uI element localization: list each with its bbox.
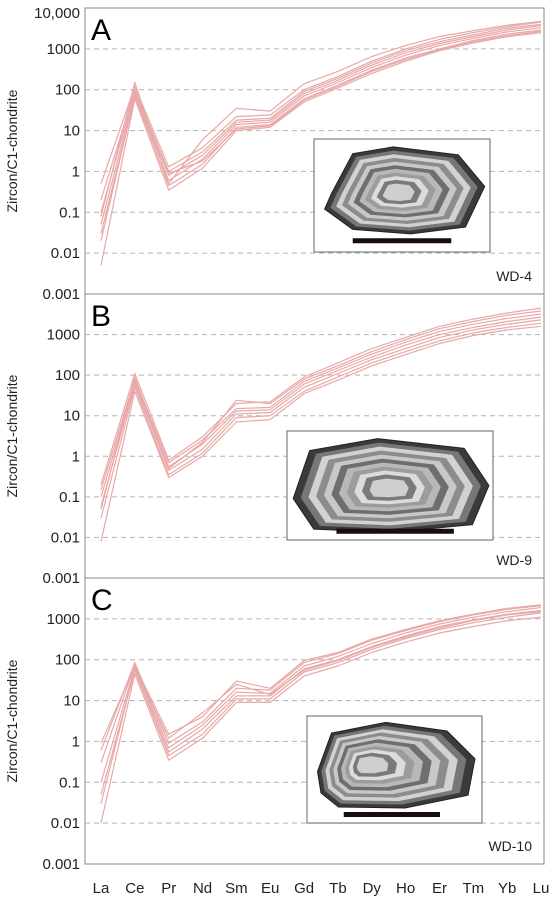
- x-axis-element-labels: La Ce Pr Nd Sm Eu Gd Tb Dy Ho Er Tm Yb Lu: [93, 880, 550, 897]
- panel-letter: B: [91, 300, 111, 333]
- y-tick-label: 0.1: [59, 489, 80, 506]
- y-tick-label: 10: [63, 693, 80, 710]
- x-tick-label: La: [93, 880, 110, 897]
- series-line-5: [100, 313, 542, 490]
- y-axis-label: Zircon/C1-chondrite: [4, 89, 20, 212]
- series-line-4: [100, 25, 542, 213]
- series-line-6: [100, 21, 542, 184]
- series-group: [100, 604, 542, 824]
- zircon-zone: [369, 478, 409, 498]
- y-axis-label: Zircon/C1-chondrite: [4, 374, 20, 497]
- x-tick-label: Pr: [161, 880, 176, 897]
- y-tick-label: 1000: [47, 41, 80, 58]
- x-tick-label: Lu: [533, 880, 550, 897]
- y-tick-label: 100: [55, 82, 80, 99]
- y-tick-label: 10,000: [34, 5, 80, 22]
- series-line-6: [100, 307, 542, 485]
- y-tick-label: 1000: [47, 327, 80, 344]
- x-tick-label: Dy: [363, 880, 382, 897]
- sample-label: WD-4: [496, 268, 532, 284]
- y-tick-label: 100: [55, 367, 80, 384]
- y-tick-label: 0.001: [42, 570, 80, 587]
- zircon-zone: [382, 183, 415, 201]
- y-axis-label: Zircon/C1-chondrite: [4, 659, 20, 782]
- y-tick-label: 100: [55, 652, 80, 669]
- x-tick-label: Ho: [396, 880, 415, 897]
- x-tick-label: Ce: [125, 880, 144, 897]
- y-tick-label: 10: [63, 123, 80, 140]
- y-tick-label: 1: [72, 733, 80, 750]
- series-group: [100, 307, 542, 542]
- series-line-2: [100, 322, 542, 519]
- series-line-5: [100, 23, 542, 201]
- y-tick-label: 0.01: [51, 245, 80, 262]
- zircon-cl-inset-image: [313, 138, 491, 253]
- chart-panel-b: 0.001 0.01 0.1 1 10 100 1000 Zircon/C1-chondrit…: [4, 293, 545, 587]
- x-tick-label: Sm: [225, 880, 248, 897]
- y-tick-label: 0.1: [59, 774, 80, 791]
- x-tick-label: Tm: [462, 880, 484, 897]
- series-group: [100, 20, 542, 266]
- y-tick-label: 1000: [47, 611, 80, 628]
- series-line-5: [100, 605, 542, 751]
- y-tick-label: 0.001: [42, 286, 80, 303]
- x-tick-label: Tb: [329, 880, 347, 897]
- series-line-7: [100, 310, 542, 510]
- x-tick-label: Gd: [294, 880, 314, 897]
- series-line-3: [100, 319, 542, 507]
- zircon-cl-inset-image: [306, 715, 483, 824]
- x-tick-label: Er: [432, 880, 447, 897]
- series-line-8: [100, 30, 542, 234]
- series-line-3: [100, 609, 542, 783]
- series-line-7: [100, 20, 542, 217]
- series-line-1: [100, 32, 542, 266]
- series-line-7: [100, 611, 542, 804]
- x-tick-label: Nd: [193, 880, 212, 897]
- series-line-6: [100, 604, 542, 744]
- series-line-1: [100, 616, 542, 824]
- y-tick-label: 0.1: [59, 204, 80, 221]
- sample-label: WD-9: [496, 552, 532, 568]
- sample-label: WD-10: [488, 838, 532, 854]
- y-tick-label: 1: [72, 448, 80, 465]
- series-line-1: [100, 325, 542, 542]
- series-line-2: [100, 612, 542, 795]
- zircon-zone: [356, 756, 389, 774]
- y-tick-label: 0.001: [42, 856, 80, 873]
- y-tick-label: 10: [63, 408, 80, 425]
- panel-letter: C: [91, 584, 113, 617]
- y-tick-label: 0.01: [51, 815, 80, 832]
- chart-panel-a: 0.001 0.01 0.1 1 10 100 1000 10,000 Zircon/C1-ch…: [4, 5, 545, 303]
- panel-letter: A: [91, 14, 111, 47]
- y-tick-label: 1: [72, 163, 80, 180]
- chart-panel-c: 0.001 0.01 0.1 1 10 100 1000 Zircon/C1-chondrit…: [4, 577, 545, 873]
- series-line-4: [100, 606, 542, 763]
- y-tick-label: 0.01: [51, 529, 80, 546]
- series-line-2: [100, 29, 542, 241]
- x-tick-label: Eu: [261, 880, 279, 897]
- series-line-4: [100, 316, 542, 498]
- x-tick-label: Yb: [498, 880, 516, 897]
- zircon-cl-inset-image: [286, 430, 494, 541]
